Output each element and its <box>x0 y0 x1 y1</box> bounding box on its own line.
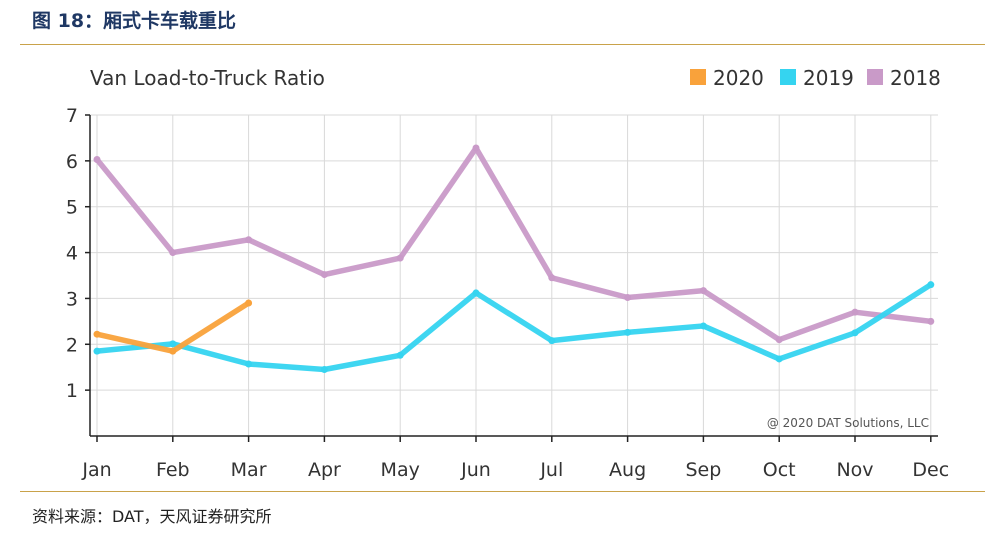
data-point-2019 <box>851 329 859 337</box>
data-point-2018 <box>927 317 935 325</box>
data-point-2020 <box>169 347 177 355</box>
legend-item-2019: 2019 <box>780 66 854 90</box>
data-point-2019 <box>624 328 632 336</box>
data-point-2018 <box>245 236 253 244</box>
data-point-2019 <box>775 355 783 363</box>
y-tick-label: 3 <box>66 288 78 310</box>
series-2018 <box>93 144 935 344</box>
legend-label: 2018 <box>890 66 941 90</box>
chart-title: Van Load-to-Truck Ratio <box>90 66 325 90</box>
data-point-2018 <box>472 144 480 152</box>
bottom-divider <box>20 491 985 492</box>
data-point-2018 <box>320 271 328 279</box>
y-tick-label: 2 <box>66 334 78 356</box>
y-tick-label: 5 <box>66 197 78 219</box>
legend-label: 2019 <box>803 66 854 90</box>
data-point-2018 <box>169 249 177 257</box>
data-point-2019 <box>472 289 480 297</box>
data-point-2018 <box>93 155 101 163</box>
data-point-2018 <box>548 274 556 282</box>
y-tick-label: 7 <box>66 105 78 127</box>
data-point-2020 <box>245 299 253 307</box>
x-tick-label: Sep <box>685 459 721 481</box>
data-point-2019 <box>699 322 707 330</box>
data-point-2019 <box>169 340 177 348</box>
legend-swatch <box>780 69 796 85</box>
x-tick-label: Jun <box>460 459 491 481</box>
data-point-2020 <box>93 330 101 338</box>
y-tick-label: 4 <box>66 243 78 265</box>
data-point-2019 <box>548 337 556 345</box>
data-point-2018 <box>396 254 404 262</box>
data-point-2018 <box>851 308 859 316</box>
series-2020 <box>93 299 253 355</box>
data-point-2019 <box>245 360 253 368</box>
source-note: 资料来源：DAT，天风证券研究所 <box>32 507 272 526</box>
y-tick-label: 1 <box>66 380 78 402</box>
x-tick-label: Nov <box>836 459 873 481</box>
x-tick-label: May <box>381 459 420 481</box>
data-point-2019 <box>396 351 404 359</box>
legend-label: 2020 <box>713 66 764 90</box>
grid-lines <box>90 114 938 436</box>
legend-swatch <box>690 69 706 85</box>
series-2019 <box>93 281 935 374</box>
legend-item-2020: 2020 <box>690 66 764 90</box>
x-tick-label: Apr <box>308 459 341 481</box>
legend-item-2018: 2018 <box>867 66 941 90</box>
data-point-2019 <box>927 281 935 289</box>
x-tick-label: Mar <box>231 459 267 481</box>
axes <box>85 114 938 442</box>
series-line-2019 <box>94 281 934 373</box>
series-lines <box>93 144 935 374</box>
top-divider <box>20 44 985 45</box>
data-point-2019 <box>320 366 328 374</box>
data-point-2019 <box>93 347 101 355</box>
legend: 2020 2019 2018 <box>690 66 941 90</box>
y-tick-label: 6 <box>66 151 78 173</box>
x-tick-label: Aug <box>609 459 646 481</box>
legend-swatch <box>867 69 883 85</box>
x-tick-label: Jan <box>81 459 111 481</box>
data-point-2018 <box>699 287 707 295</box>
x-tick-label: Jul <box>539 459 563 481</box>
figure-title: 图 18：厢式卡车载重比 <box>32 10 237 32</box>
x-tick-label: Oct <box>763 459 796 481</box>
data-point-2018 <box>624 294 632 302</box>
copyright-note: @ 2020 DAT Solutions, LLC <box>767 416 929 430</box>
x-tick-labels: Jan Feb Mar Apr May Jun Jul Aug Sep Oct Nov Dec <box>81 459 949 481</box>
x-tick-label: Dec <box>912 459 949 481</box>
x-tick-label: Feb <box>156 459 190 481</box>
y-tick-labels: 1 2 3 4 5 6 7 <box>66 105 78 402</box>
series-line-2018 <box>94 145 934 343</box>
data-point-2018 <box>775 336 783 344</box>
